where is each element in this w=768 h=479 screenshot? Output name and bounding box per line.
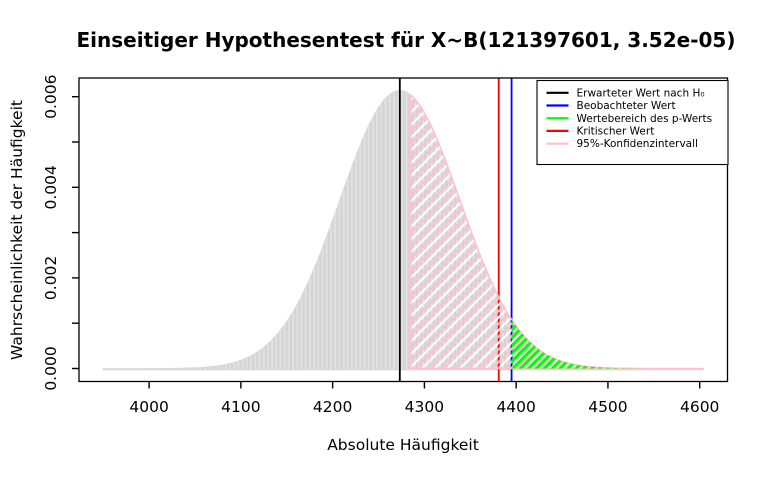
- chart-title: Einseitiger Hypothesentest für X~B(12139…: [77, 28, 736, 52]
- legend-entry-label: 95%-Konfidenzintervall: [577, 138, 698, 150]
- x-tick-label: 4200: [313, 398, 352, 416]
- y-tick-label: 0.000: [42, 346, 60, 390]
- legend-entry-label: Wertebereich des p-Werts: [577, 113, 713, 125]
- x-axis-label: Absolute Häufigkeit: [327, 436, 479, 454]
- x-tick-label: 4300: [405, 398, 444, 416]
- legend-entry-label: Erwarteter Wert nach H₀: [577, 87, 705, 99]
- y-tick-label: 0.002: [42, 256, 60, 300]
- p-value-region: [511, 319, 704, 369]
- x-tick-label: 4500: [588, 398, 627, 416]
- x-tick-label: 4000: [129, 398, 168, 416]
- legend-entry-label: Beobachteter Wert: [577, 100, 676, 112]
- y-tick-label: 0.004: [42, 165, 60, 209]
- chart-root: 4000 4100 4200 4300 4400 4500 4600 0.000 0.002 0.…: [42, 75, 729, 416]
- x-tick-label: 4600: [680, 398, 719, 416]
- plot-frame: [78, 77, 729, 383]
- y-tick-label: 0.006: [42, 75, 60, 119]
- legend-entry-label: Kritischer Wert: [577, 126, 655, 138]
- x-tick-label: 4400: [496, 398, 535, 416]
- y-axis-label: Wahrscheinlichkeit der Häufigkeit: [8, 100, 26, 360]
- legend-box: [536, 79, 729, 166]
- x-tick-label: 4100: [221, 398, 260, 416]
